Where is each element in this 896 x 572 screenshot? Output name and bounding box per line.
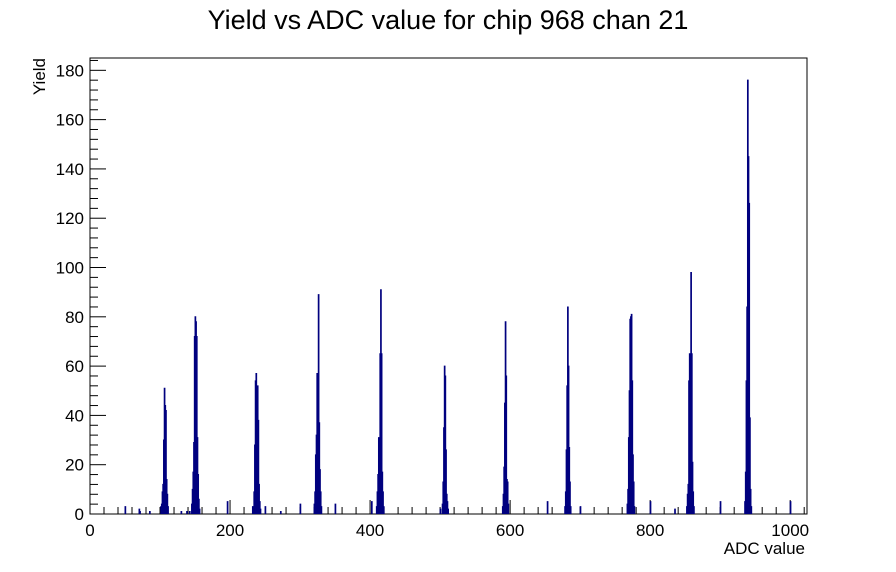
y-tick-label: 160 — [56, 111, 84, 130]
histogram-bin — [649, 501, 652, 514]
histogram-bin — [633, 506, 636, 514]
histogram-bin — [382, 506, 385, 514]
histogram-bin — [258, 501, 261, 514]
histogram-bin — [251, 506, 254, 514]
histogram-bin — [691, 461, 694, 514]
histogram-bin — [569, 506, 572, 514]
histogram-bin — [749, 417, 751, 514]
histogram-bin — [264, 506, 267, 514]
histogram-bin — [567, 365, 570, 514]
histogram-bin — [693, 506, 695, 514]
histogram-bin — [382, 491, 384, 514]
histogram-bin — [674, 508, 676, 514]
histogram-bin — [631, 380, 634, 514]
histogram-bin — [257, 419, 260, 514]
histogram-bin — [198, 498, 200, 514]
y-tick-label: 140 — [56, 160, 84, 179]
histogram-bin — [719, 501, 722, 514]
histogram-bin — [167, 506, 169, 514]
histogram-bin — [186, 511, 188, 514]
histogram-bin — [299, 503, 302, 514]
y-axis: 0 20 40 60 80 100 120 140 160 180 — [56, 59, 106, 524]
y-axis-label: Yield — [30, 58, 49, 95]
histogram-bin — [444, 375, 447, 514]
histogram-bin — [749, 488, 752, 514]
histogram-bin — [149, 511, 151, 514]
y-tick-label: 0 — [75, 505, 84, 524]
y-tick-label: 20 — [65, 456, 84, 475]
histogram-bin — [166, 493, 169, 514]
histogram-bin — [197, 474, 200, 514]
plot-frame — [89, 57, 808, 515]
histogram-bin — [139, 511, 141, 514]
x-tick-label: 800 — [636, 521, 664, 540]
histogram-bin — [317, 294, 320, 514]
histogram-bin — [124, 506, 127, 514]
x-tick-label: 1000 — [771, 521, 809, 540]
histogram-bin — [195, 336, 198, 514]
histogram-bin — [447, 508, 449, 514]
histogram-bin — [446, 501, 449, 514]
histogram-bin — [279, 511, 282, 514]
x-tick-label: 600 — [496, 521, 524, 540]
histogram-bin — [255, 373, 258, 514]
x-tick-label: 0 — [85, 521, 94, 540]
histogram-bin — [198, 508, 201, 514]
x-axis-label: ADC value — [724, 539, 805, 558]
histogram-bin — [789, 501, 792, 514]
histogram-bin — [692, 491, 695, 514]
histogram-bin — [226, 501, 229, 514]
histogram-bin — [750, 506, 753, 514]
chart-title: Yield vs ADC value for chip 968 chan 21 — [208, 5, 689, 35]
x-tick-label: 400 — [356, 521, 384, 540]
histogram-bin — [579, 506, 582, 514]
histogram-bin — [568, 446, 571, 514]
histogram-bin — [258, 483, 260, 514]
histogram-bin — [445, 449, 447, 514]
histogram-bin — [188, 511, 191, 514]
histogram-bins — [124, 79, 792, 514]
y-tick-label: 40 — [65, 406, 84, 425]
histogram-bin — [439, 508, 442, 514]
y-tick-label: 80 — [65, 308, 84, 327]
histogram-bin — [505, 375, 508, 514]
histogram-bin — [506, 481, 509, 514]
histogram-bin — [320, 506, 323, 514]
histogram-bin — [165, 409, 167, 514]
histogram-bin — [259, 508, 262, 514]
histogram-bin — [507, 503, 510, 514]
histogram-bin — [334, 503, 337, 514]
histogram-bin — [370, 501, 373, 514]
y-tick-label: 60 — [65, 357, 84, 376]
histogram-bin — [380, 353, 383, 514]
histogram-bin — [632, 481, 635, 514]
histogram-bin — [748, 202, 751, 514]
histogram-bin — [319, 491, 322, 514]
y-tick-label: 120 — [56, 209, 84, 228]
histogram-bin — [546, 501, 549, 514]
y-tick-label: 180 — [56, 61, 84, 80]
histogram-bin — [569, 481, 571, 514]
histogram-bin — [180, 511, 183, 514]
y-tick-label: 100 — [56, 259, 84, 278]
x-tick-label: 200 — [216, 521, 244, 540]
histogram-bin — [318, 422, 321, 514]
x-axis: 0 200 400 600 800 1000 — [85, 500, 809, 540]
histogram-bin — [690, 353, 693, 514]
